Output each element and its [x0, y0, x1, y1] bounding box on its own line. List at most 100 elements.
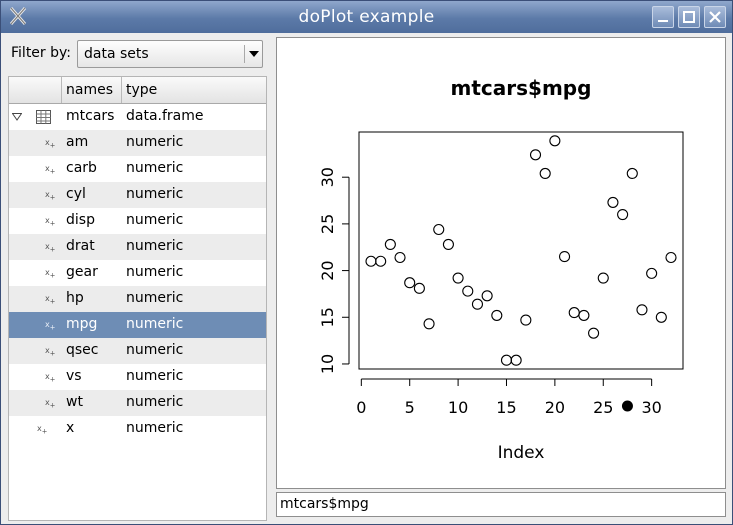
tree-row-type: numeric [126, 160, 184, 176]
numeric-vector-icon: x+ [45, 398, 56, 410]
data-point [365, 255, 377, 267]
window-title: doPlot example [298, 7, 435, 27]
data-point [423, 318, 435, 330]
x-tick-label: 5 [405, 398, 415, 417]
numeric-vector-icon: x+ [37, 424, 48, 436]
tree-row-type: numeric [126, 316, 184, 332]
tree-row-wt[interactable]: x+ wt numeric [9, 390, 266, 416]
minimize-button[interactable] [652, 6, 674, 28]
y-tick-label: 10 [318, 354, 337, 374]
tree-row-type: numeric [126, 212, 184, 228]
x-tick-label: 0 [356, 398, 366, 417]
tree-row-gear[interactable]: x+ gear numeric [9, 260, 266, 286]
tree-row-type: numeric [126, 264, 184, 280]
filter-selected-value: data sets [84, 46, 149, 62]
filter-label: Filter by: [11, 45, 71, 61]
tree-row-hp[interactable]: x+ hp numeric [9, 286, 266, 312]
data-point [646, 267, 658, 279]
tree-row-vs[interactable]: x+ vs numeric [9, 364, 266, 390]
chevron-down-icon [249, 51, 259, 57]
header-names[interactable]: names [62, 77, 122, 103]
data-point [442, 238, 454, 250]
data-point [481, 290, 493, 302]
data-point [510, 354, 522, 366]
data-point [491, 309, 503, 321]
y-tick-label: 25 [318, 214, 337, 234]
tree-row-type: numeric [126, 290, 184, 306]
data-point [588, 327, 600, 339]
data-point [375, 255, 387, 267]
data-point [597, 272, 609, 284]
tree-row-name: am [66, 134, 89, 150]
tree-header: names type [9, 77, 266, 104]
tree-row-cyl[interactable]: x+ cyl numeric [9, 182, 266, 208]
x-tick-label: 30 [641, 398, 661, 417]
x-tick-label: 15 [496, 398, 516, 417]
data-point [568, 307, 580, 319]
data-point [655, 311, 667, 323]
data-point [433, 223, 445, 236]
tree-row-name: gear [66, 264, 98, 280]
title-bar[interactable]: doPlot example [1, 1, 732, 33]
tree-row-mpg[interactable]: x+ mpg numeric [9, 312, 266, 338]
numeric-vector-icon: x+ [45, 320, 56, 332]
combo-separator [244, 45, 245, 63]
numeric-vector-icon: x+ [45, 268, 56, 280]
variable-tree[interactable]: names type mtcars data.frame x+ am numeric x+… [8, 76, 267, 521]
data-point [452, 272, 464, 284]
minimize-icon [658, 20, 668, 22]
data-point [636, 304, 648, 316]
tree-row-drat[interactable]: x+ drat numeric [9, 234, 266, 260]
filter-dropdown[interactable]: data sets [77, 40, 263, 68]
tree-row-mtcars[interactable]: mtcars data.frame [9, 104, 266, 130]
tree-row-name: cyl [66, 186, 86, 202]
tree-row-name: qsec [66, 342, 99, 358]
data-point [549, 135, 561, 147]
command-input[interactable]: mtcars$mpg [276, 492, 726, 517]
data-point [500, 354, 513, 366]
numeric-vector-icon: x+ [45, 294, 56, 306]
left-panel: Filter by: data sets names type mtcars da… [1, 33, 271, 525]
numeric-vector-icon: x+ [45, 164, 56, 176]
maximize-button[interactable] [678, 6, 700, 28]
tree-row-carb[interactable]: x+ carb numeric [9, 156, 266, 182]
numeric-vector-icon: x+ [45, 216, 56, 228]
tree-row-qsec[interactable]: x+ qsec numeric [9, 338, 266, 364]
x-tick-label: 25 [593, 398, 613, 417]
plot-area[interactable]: mtcars$mpg 0 5 10 15 20 25 30 10 15 20 25 30 Index [276, 37, 726, 489]
data-point [617, 208, 629, 221]
tree-row-type: numeric [126, 342, 184, 358]
numeric-vector-icon: x+ [45, 372, 56, 384]
x-tick-label: 20 [545, 398, 565, 417]
data-point [578, 309, 590, 321]
numeric-vector-icon: x+ [45, 346, 56, 358]
data-point [539, 167, 551, 180]
tree-row-x[interactable]: x+ x numeric [9, 416, 266, 442]
tree-row-name: wt [66, 394, 83, 410]
data-point [665, 251, 677, 264]
data-point [462, 285, 474, 297]
tree-row-am[interactable]: x+ am numeric [9, 130, 266, 156]
y-tick-label: 15 [318, 307, 337, 327]
header-icon-column[interactable] [9, 77, 62, 103]
close-button[interactable] [704, 6, 726, 28]
tree-row-type: numeric [126, 134, 184, 150]
tree-row-name: mtcars [66, 108, 115, 124]
x-tick-label: 10 [448, 398, 468, 417]
data-point [558, 251, 571, 263]
data-point [384, 238, 396, 250]
data-point [413, 282, 425, 294]
numeric-vector-icon: x+ [45, 190, 56, 202]
tree-row-name: disp [66, 212, 95, 228]
tree-row-name: carb [66, 160, 97, 176]
tree-row-name: mpg [66, 316, 98, 332]
tree-row-name: vs [66, 368, 82, 384]
data-point [520, 314, 532, 326]
header-type[interactable]: type [126, 82, 158, 98]
tree-row-type: numeric [126, 368, 184, 384]
expander-icon[interactable] [12, 113, 22, 121]
tree-row-name: hp [66, 290, 84, 306]
x-axis-label: Index [498, 443, 545, 463]
tree-row-disp[interactable]: x+ disp numeric [9, 208, 266, 234]
